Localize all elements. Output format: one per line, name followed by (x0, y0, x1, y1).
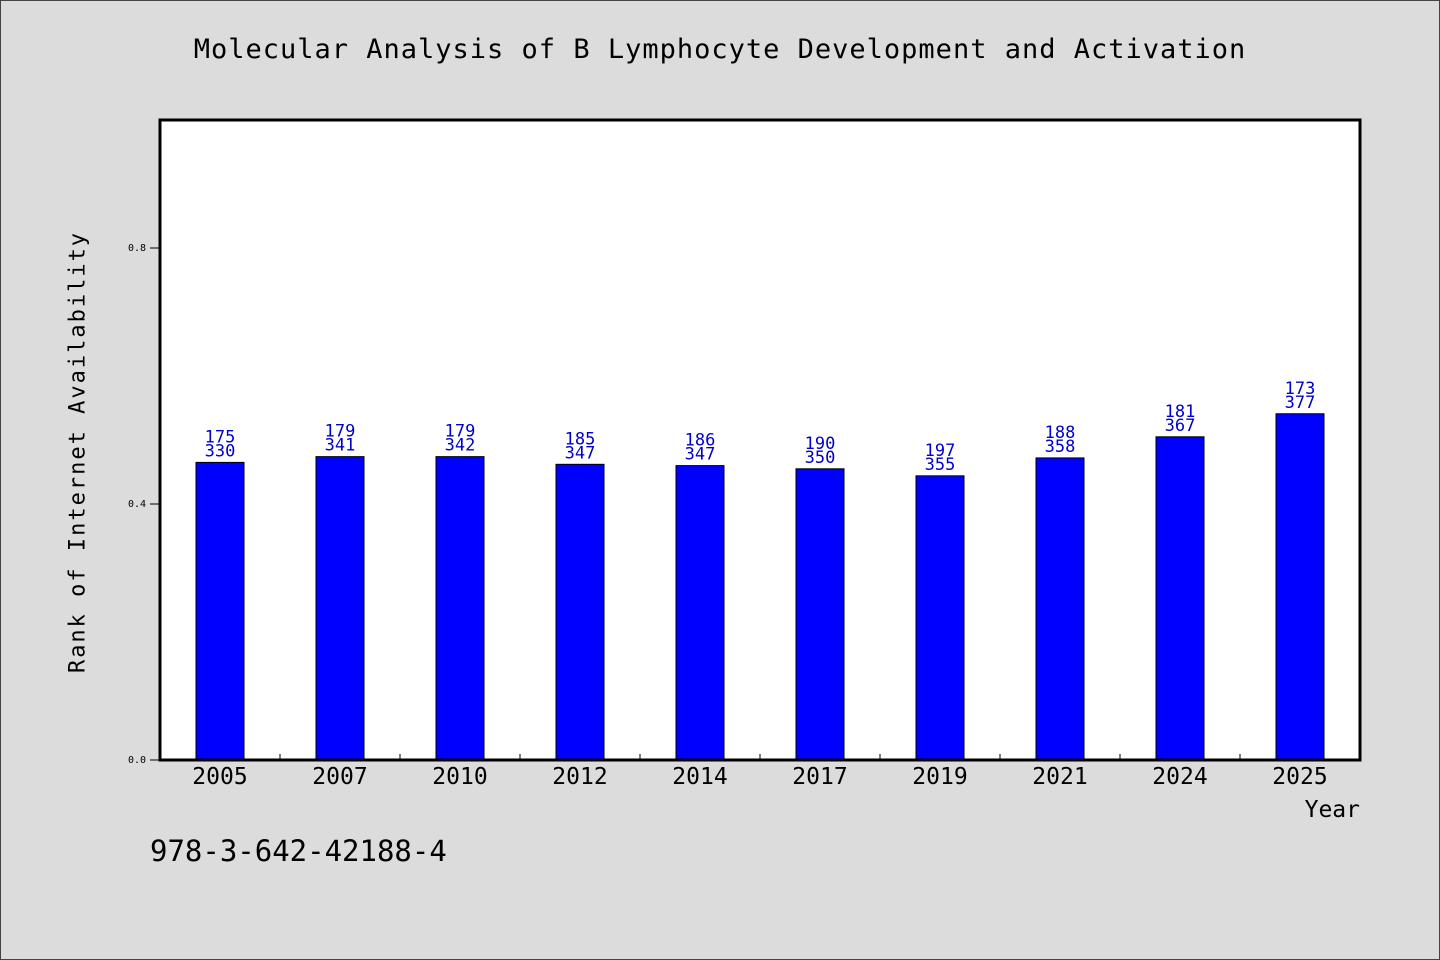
bar-label-top: 190 (805, 434, 836, 454)
x-tick-label: 2017 (792, 764, 847, 790)
bar-label-top: 179 (325, 422, 356, 442)
bar (675, 465, 725, 761)
bar (315, 456, 365, 761)
bar-label-top: 179 (445, 422, 476, 442)
x-tick-label: 2012 (552, 764, 607, 790)
y-tick-label: 0.0 (128, 755, 146, 766)
isbn-text: 978-3-642-42188-4 (150, 834, 447, 868)
bar-label-bottom: 347 (565, 443, 596, 463)
x-tick-label: 2025 (1272, 764, 1327, 790)
y-tick-label: 0.4 (128, 499, 146, 510)
x-tick-label: 2014 (672, 764, 727, 790)
bar-label-bottom: 330 (205, 441, 236, 461)
bar-label-bottom: 367 (1165, 416, 1196, 436)
bar (1035, 457, 1085, 761)
bar-label-bottom: 358 (1045, 437, 1076, 457)
bar-label-top: 188 (1045, 423, 1076, 443)
x-tick-label: 2024 (1152, 764, 1207, 790)
bar-label-bottom: 341 (325, 436, 356, 456)
bar-label-bottom: 350 (805, 448, 836, 468)
x-tick-label: 2021 (1032, 764, 1087, 790)
x-tick-label: 2010 (432, 764, 487, 790)
bar (435, 456, 485, 761)
bar-label-top: 173 (1285, 379, 1316, 399)
bar-label-top: 175 (205, 427, 236, 447)
plot-frame (158, 118, 1362, 762)
bar-label-top: 197 (925, 441, 956, 461)
bar (795, 468, 845, 761)
bar-label-bottom: 347 (685, 445, 716, 465)
bar-label-top: 186 (685, 431, 716, 451)
bar-label-bottom: 355 (925, 455, 956, 475)
x-tick-label: 2019 (912, 764, 967, 790)
bar (1275, 413, 1325, 761)
bar-label-top: 181 (1165, 402, 1196, 422)
x-tick-label: 2007 (312, 764, 367, 790)
y-tick-label: 0.8 (128, 243, 146, 254)
bar-label-bottom: 342 (445, 436, 476, 456)
x-tick-label: 2005 (192, 764, 247, 790)
bar (555, 463, 605, 761)
x-axis-label: Year (1305, 797, 1360, 823)
bar (915, 475, 965, 761)
bar-label-top: 185 (565, 429, 596, 449)
bar-label-bottom: 377 (1285, 393, 1316, 413)
chart-title: Molecular Analysis of B Lymphocyte Devel… (193, 34, 1247, 65)
bar (195, 461, 245, 761)
bar (1155, 436, 1205, 761)
